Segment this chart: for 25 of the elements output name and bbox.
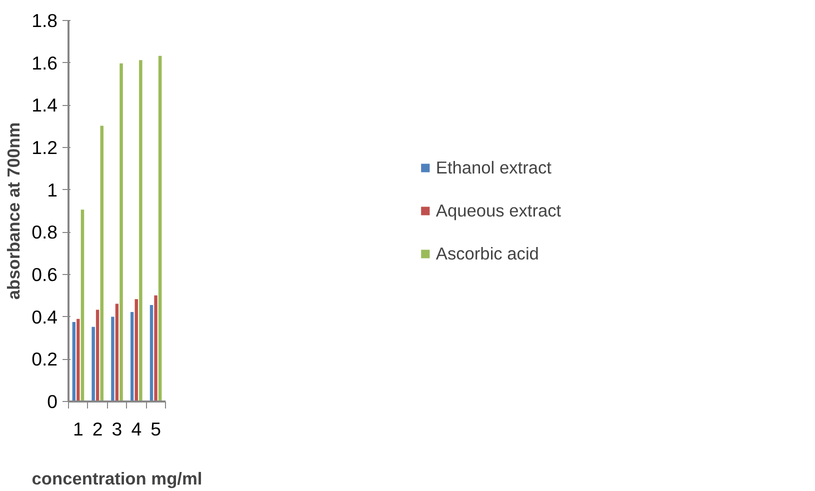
x-tick-label: 2 <box>92 418 103 440</box>
y-tick-label: 0.6 <box>32 264 58 285</box>
bar <box>99 124 104 402</box>
legend-label: Ethanol extract <box>436 157 552 178</box>
y-tick-label: 1.8 <box>32 10 58 31</box>
x-tick-label: 4 <box>131 418 142 440</box>
legend-label: Aqueous extract <box>436 200 562 221</box>
bar <box>138 59 144 402</box>
bar <box>80 208 86 402</box>
x-tick-label: 1 <box>73 418 84 440</box>
bar <box>157 54 163 402</box>
y-tick-label: 0.2 <box>32 348 58 370</box>
y-tick-label: 0.8 <box>32 222 58 243</box>
bar <box>118 62 124 402</box>
legend-label: Ascorbic acid <box>436 243 539 264</box>
y-axis-title: absorbance at 700nm <box>4 122 24 300</box>
y-tick-label: 1.6 <box>32 52 58 74</box>
y-tick-label: 1.4 <box>32 94 58 116</box>
y-tick-label: 1.2 <box>32 137 58 158</box>
x-tick-label: 3 <box>112 418 122 440</box>
y-tick-label: 0.4 <box>32 306 58 328</box>
y-tick-label: 0 <box>47 391 58 412</box>
x-tick-label: 5 <box>150 418 162 440</box>
y-tick-label: 1 <box>47 179 58 200</box>
x-axis-title: concentration mg/ml <box>32 468 202 488</box>
